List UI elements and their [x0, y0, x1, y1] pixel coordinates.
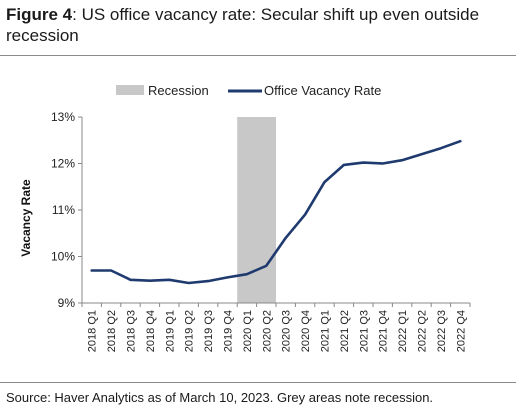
source-note: Source: Haver Analytics as of March 10, …	[6, 390, 434, 405]
data-point	[440, 147, 442, 149]
data-point	[129, 279, 131, 281]
x-tick-label: 2018 Q2	[106, 310, 118, 352]
x-tick-label: 2022 Q2	[417, 310, 429, 352]
x-tick-label: 2018 Q1	[87, 310, 99, 352]
data-point	[188, 282, 190, 284]
x-tick-label: 2019 Q3	[203, 310, 215, 352]
x-tick-label: 2021 Q4	[378, 310, 390, 352]
data-point	[226, 276, 228, 278]
data-point	[265, 265, 267, 267]
x-tick-label: 2020 Q4	[300, 310, 312, 352]
x-tick-label: 2020 Q1	[242, 310, 254, 352]
data-point	[246, 273, 248, 275]
bottom-divider	[0, 382, 516, 383]
data-point	[207, 280, 209, 282]
x-tick-label: 2020 Q2	[261, 310, 273, 352]
y-axis-label: Vacancy Rate	[19, 179, 33, 257]
data-point	[110, 269, 112, 271]
y-tick-label: 9%	[58, 296, 76, 310]
data-point	[304, 213, 306, 215]
x-tick-label: 2019 Q4	[223, 310, 235, 352]
x-tick-label: 2021 Q3	[358, 310, 370, 352]
data-point	[382, 162, 384, 164]
legend-swatch-recession	[116, 85, 144, 95]
x-tick-label: 2022 Q3	[436, 310, 448, 352]
data-point	[362, 161, 364, 163]
figure-title-text: : US office vacancy rate: Secular shift …	[6, 5, 480, 45]
y-tick-label: 10%	[51, 250, 75, 264]
x-tick-label: 2019 Q1	[164, 310, 176, 352]
vacancy-chart: Recession Office Vacancy Rate Vacancy Ra…	[19, 83, 471, 352]
x-tick-label: 2021 Q1	[320, 310, 332, 352]
top-divider	[0, 55, 516, 56]
figure-number: Figure 4	[6, 5, 73, 24]
x-tick-label: 2022 Q4	[455, 310, 467, 352]
data-point	[420, 153, 422, 155]
chart-legend: Recession Office Vacancy Rate	[116, 83, 381, 98]
data-point	[168, 279, 170, 281]
data-point	[91, 269, 93, 271]
x-tick-label: 2020 Q3	[281, 310, 293, 352]
x-tick-label: 2019 Q2	[184, 310, 196, 352]
x-tick-label: 2022 Q1	[397, 310, 409, 352]
x-tick-label: 2018 Q4	[145, 310, 157, 352]
y-tick-label: 13%	[51, 110, 75, 124]
legend-label-recession: Recession	[148, 83, 209, 98]
figure-title: Figure 4: US office vacancy rate: Secula…	[6, 4, 511, 46]
x-tick-label: 2021 Q2	[339, 310, 351, 352]
y-tick-label: 12%	[51, 157, 75, 171]
series-line-office-vacancy	[90, 139, 462, 285]
data-point	[323, 181, 325, 183]
data-point	[401, 159, 403, 161]
data-point	[343, 164, 345, 166]
data-point	[285, 237, 287, 239]
y-tick-label: 11%	[52, 203, 75, 217]
recession-band	[237, 117, 276, 303]
data-point	[459, 140, 461, 142]
data-point	[149, 279, 151, 281]
x-tick-label: 2018 Q3	[126, 310, 138, 352]
legend-label-vacancy: Office Vacancy Rate	[264, 83, 381, 98]
